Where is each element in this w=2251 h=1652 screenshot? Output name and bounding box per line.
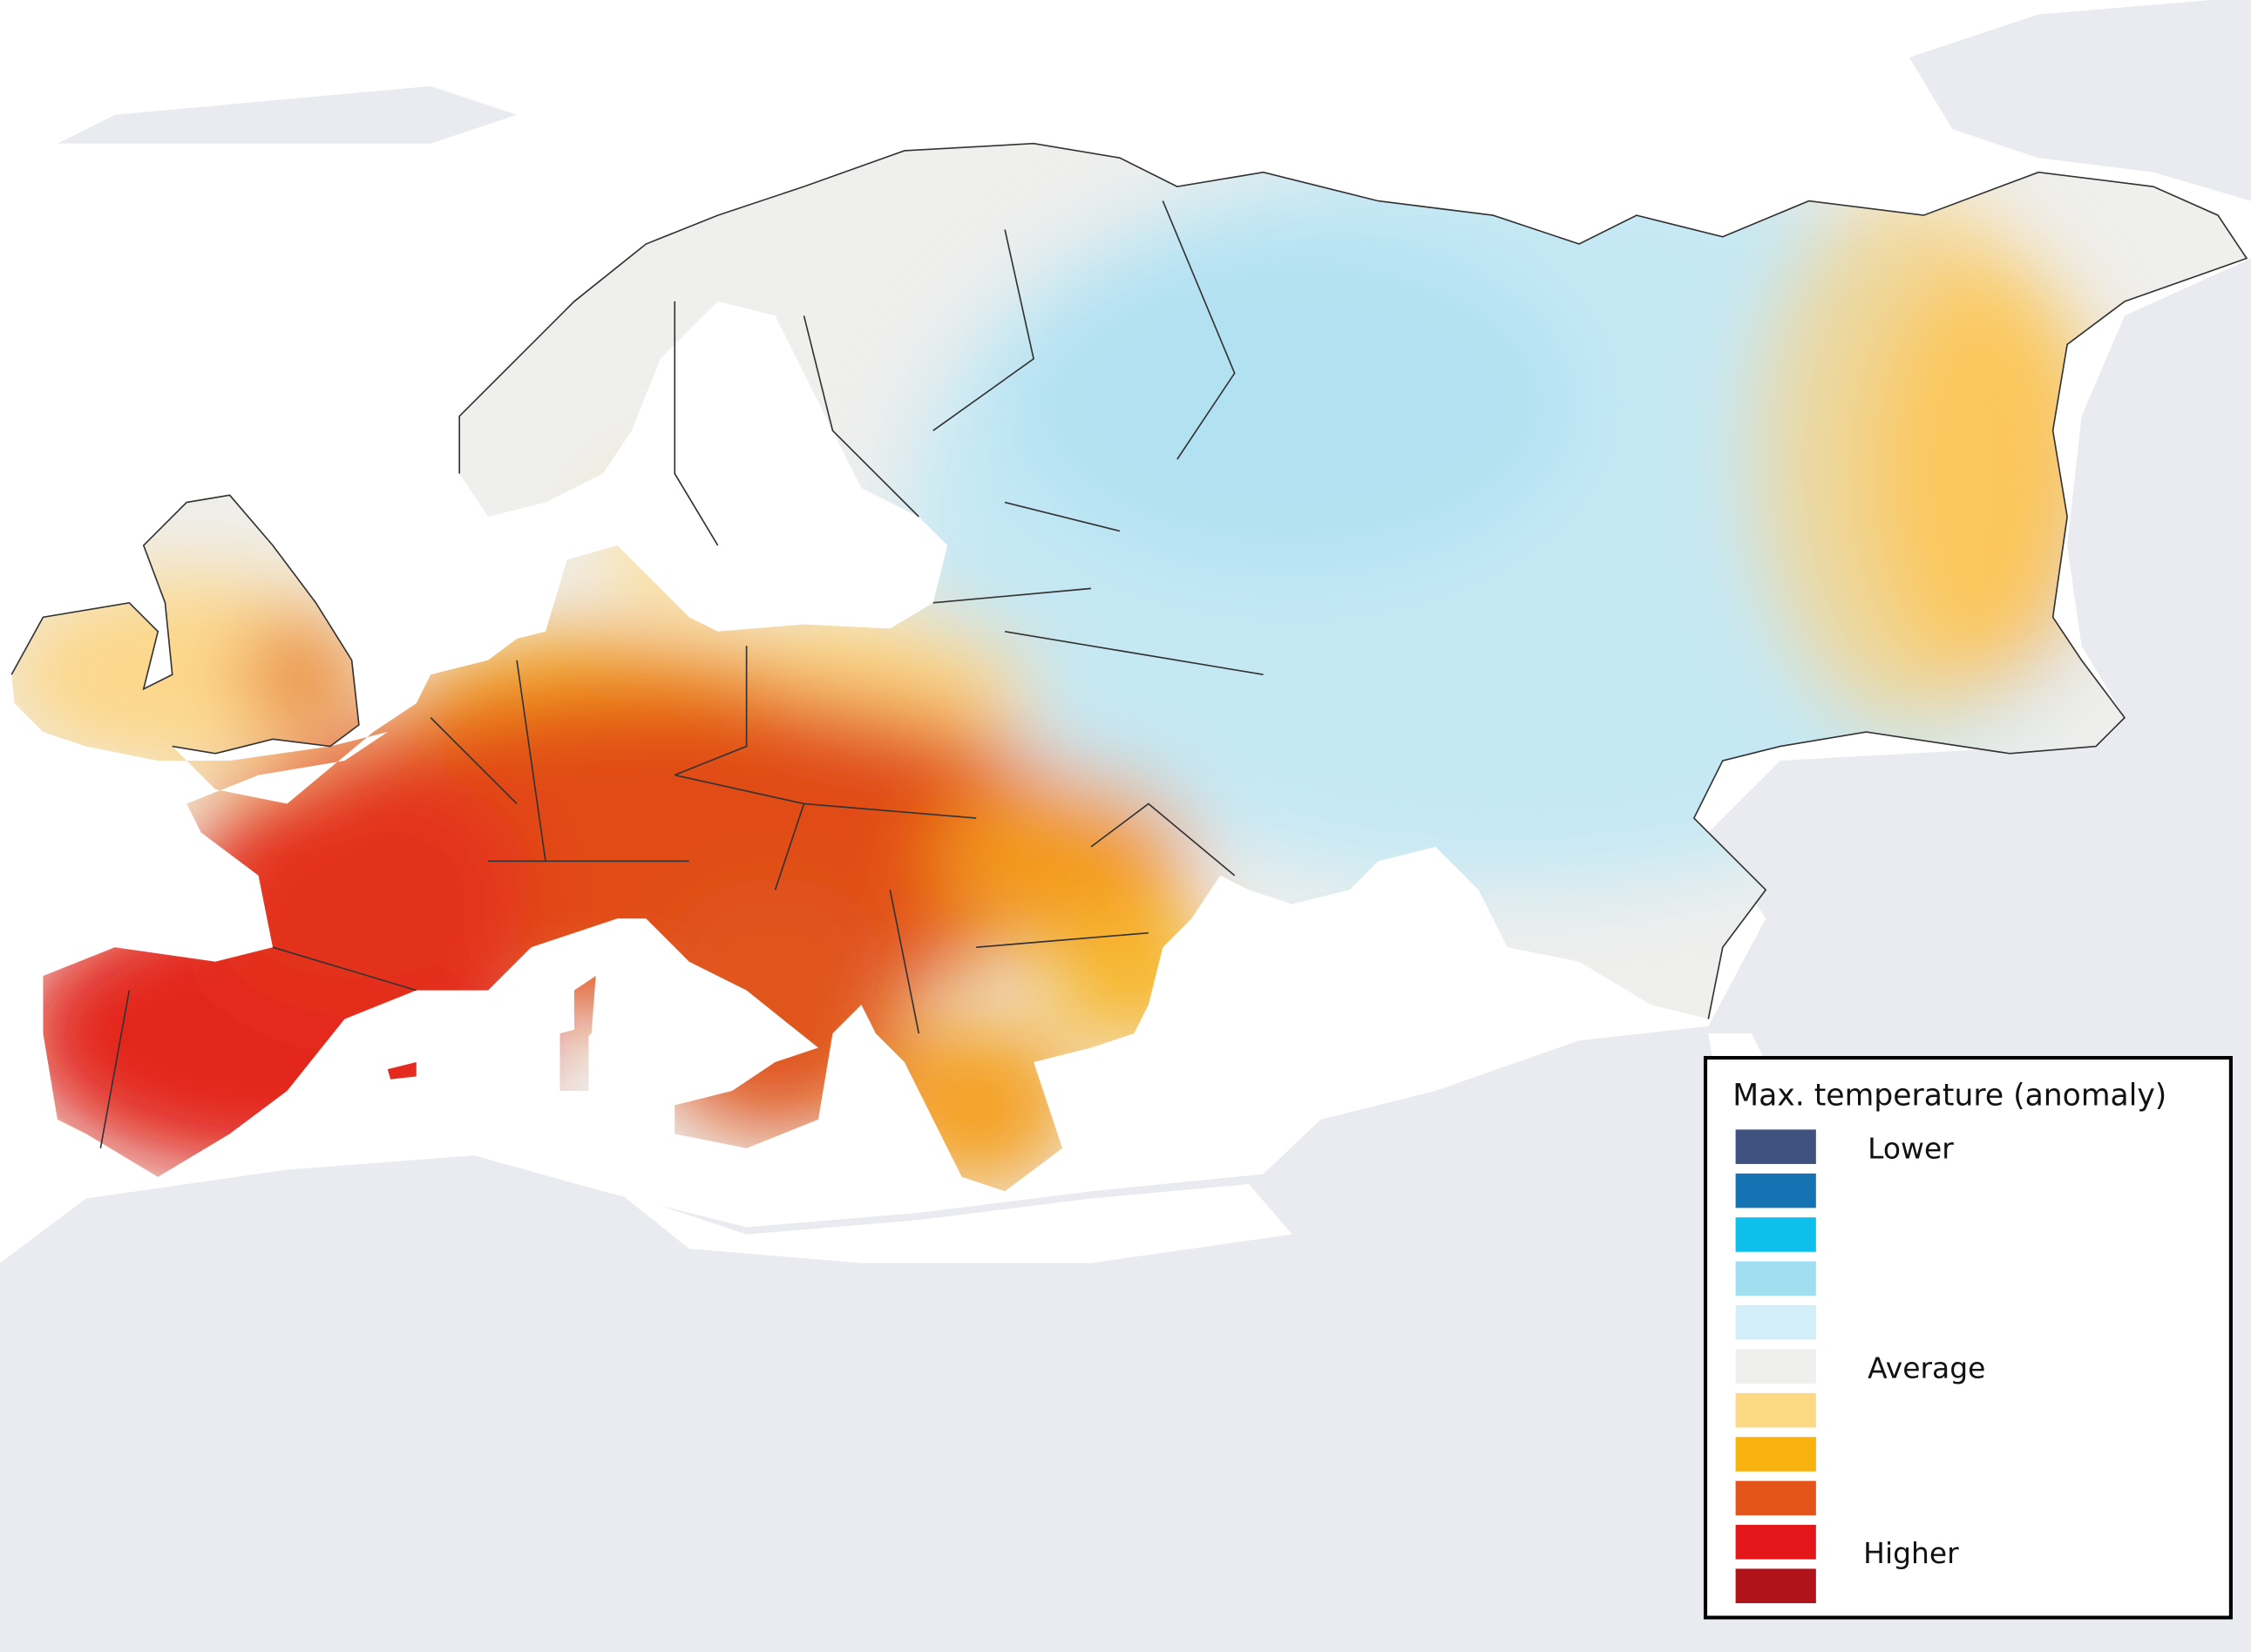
legend-label: Lower bbox=[1868, 1131, 1954, 1165]
surrounding-land bbox=[57, 85, 518, 144]
legend-swatch bbox=[1735, 1480, 1816, 1516]
legend-swatch bbox=[1735, 1525, 1816, 1560]
legend-swatch bbox=[1735, 1173, 1816, 1209]
legend-swatch bbox=[1735, 1217, 1816, 1252]
border bbox=[10, 494, 360, 755]
surrounding-land bbox=[0, 258, 2251, 1652]
field-blobs bbox=[11, 143, 2111, 1192]
legend-swatch bbox=[1735, 1392, 1816, 1428]
legend-swatch bbox=[1735, 1305, 1816, 1340]
legend-label: Higher bbox=[1863, 1536, 1959, 1570]
country-borders bbox=[10, 142, 2248, 1148]
legend-swatch bbox=[1735, 1437, 1816, 1472]
legend-swatch bbox=[1735, 1129, 1816, 1164]
legend-swatch bbox=[1735, 1349, 1816, 1384]
legend-swatch bbox=[1735, 1261, 1816, 1297]
sea bbox=[617, 918, 1780, 1263]
legend-label: Average bbox=[1868, 1351, 1985, 1385]
legend-items: Lower Average Higher bbox=[1735, 1129, 1985, 1603]
legend-swatch bbox=[1735, 1568, 1816, 1603]
border bbox=[99, 200, 1264, 1148]
border bbox=[458, 142, 2248, 1019]
legend-title: Max. temperature (anomaly) bbox=[1732, 1078, 2166, 1113]
surrounding-land bbox=[1909, 0, 2251, 201]
